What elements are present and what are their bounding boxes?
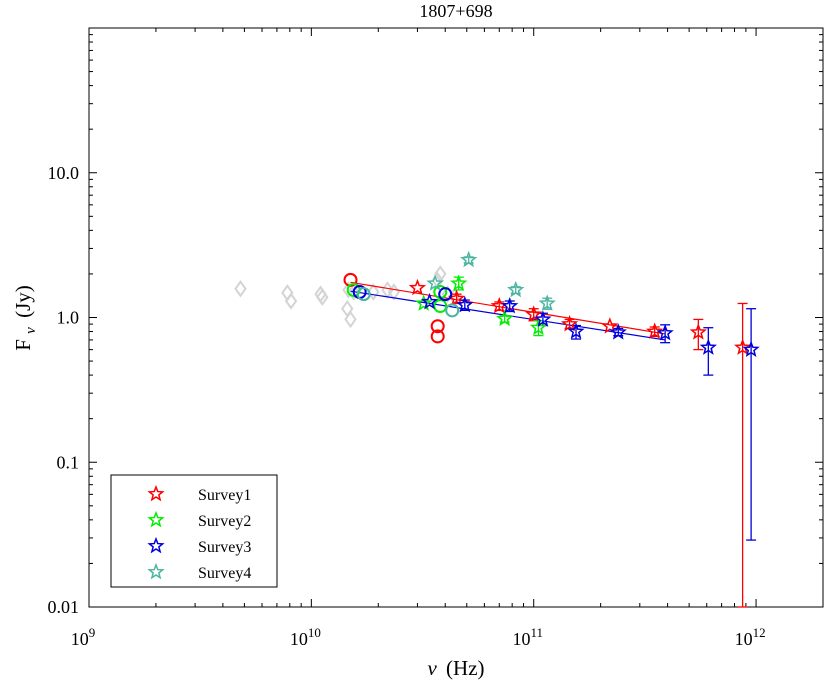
star-point-survey4 — [507, 280, 525, 298]
star-point-survey1 — [525, 305, 543, 322]
star-point-survey3 — [456, 295, 474, 313]
legend: Survey1 Survey2 Survey3 Survey4 — [110, 474, 278, 588]
star-point-survey1 — [646, 322, 664, 339]
star-point-survey3 — [420, 292, 439, 310]
star-point-survey3 — [742, 340, 760, 357]
legend-label-survey1: Survey1 — [198, 487, 251, 504]
y-axis-unit: (Jy) — [11, 285, 35, 318]
circle-point-survey2 — [433, 299, 448, 314]
legend-star-survey3 — [147, 536, 165, 554]
x-tick-label: 1012 — [735, 625, 766, 649]
y-axis-symbol: F — [11, 339, 35, 351]
legend-label-survey4: Survey4 — [198, 565, 251, 582]
archive-diamond — [347, 283, 360, 301]
y-tick-label: 1.0 — [57, 308, 80, 328]
circle-point-survey4 — [445, 303, 460, 318]
star-point-survey1 — [733, 338, 752, 355]
chart-title: 1807+698 — [419, 1, 492, 21]
star-point-survey4 — [460, 250, 478, 268]
star-point-survey1 — [601, 317, 619, 334]
circle-point-survey1 — [430, 329, 445, 344]
x-tick-label: 109 — [71, 625, 96, 649]
star-point-survey1 — [689, 323, 707, 340]
star-point-survey4 — [426, 274, 444, 291]
x-tick-label: 1011 — [512, 625, 543, 649]
star-point-survey2 — [415, 294, 433, 311]
fit-line-survey1 — [350, 281, 666, 335]
archive-diamond — [284, 292, 298, 310]
circle-point-survey3 — [438, 287, 453, 302]
archive-diamond — [316, 288, 329, 306]
x-axis-unit: (Hz) — [446, 656, 484, 680]
x-axis-symbol: ν — [427, 656, 437, 680]
star-point-survey3 — [609, 323, 627, 340]
legend-label-survey2: Survey2 — [198, 513, 251, 530]
data-markers — [343, 250, 760, 357]
archive-diamond — [234, 280, 247, 298]
star-point-survey1 — [560, 315, 579, 332]
legend-box — [110, 474, 278, 588]
star-point-survey2 — [496, 309, 514, 327]
y-tick-label: 0.01 — [48, 597, 80, 617]
legend-star-survey4 — [147, 562, 165, 580]
legend-label-survey3: Survey3 — [198, 539, 251, 556]
star-point-survey2 — [450, 274, 468, 291]
star-point-survey3 — [656, 324, 674, 341]
x-axis-label: ν (Hz) — [427, 656, 484, 680]
y-tick-label: 0.1 — [57, 452, 80, 472]
star-point-survey3 — [699, 338, 717, 355]
circle-point-survey1 — [430, 319, 445, 334]
legend-star-survey1 — [147, 484, 165, 502]
archive-diamond — [344, 310, 357, 329]
star-point-survey3 — [534, 310, 552, 327]
circle-point-survey4 — [356, 287, 371, 302]
archive-diamond — [367, 283, 380, 301]
star-point-survey2 — [529, 318, 548, 336]
axis-ticks: 109 1010 1011 1012 0.01 0.1 1.0 10.0 — [48, 28, 824, 649]
star-point-survey3 — [567, 322, 585, 339]
star-point-survey3 — [501, 296, 519, 314]
star-point-survey4 — [538, 294, 556, 311]
legend-star-survey2 — [147, 510, 165, 528]
y-axis-subscript: ν — [23, 327, 39, 334]
y-axis-label: F ν (Jy) — [11, 285, 40, 351]
y-tick-label: 10.0 — [48, 163, 80, 183]
x-tick-label: 1010 — [290, 625, 321, 649]
star-point-survey1 — [408, 278, 427, 296]
